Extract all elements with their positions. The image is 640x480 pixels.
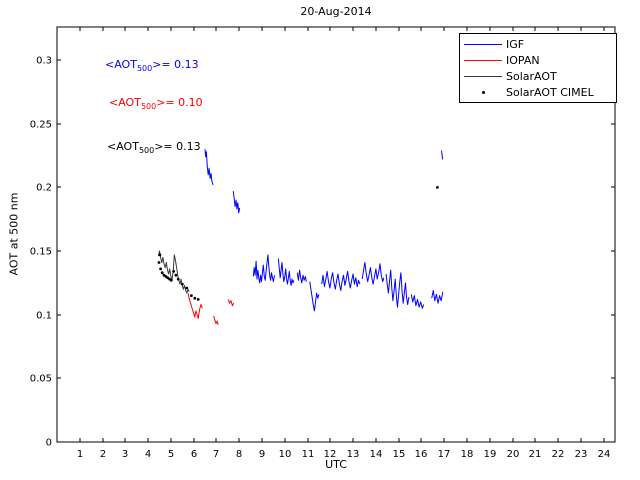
x-tick-label: 10 xyxy=(279,449,292,460)
x-tick-label: 16 xyxy=(415,449,428,460)
x-tick-label: 20 xyxy=(507,449,520,460)
y-tick-label: 0.15 xyxy=(30,247,52,258)
series-line-igf xyxy=(252,254,275,284)
x-tick-label: 2 xyxy=(100,449,106,460)
x-tick-label: 22 xyxy=(552,449,565,460)
annotation-subscript: 500 xyxy=(136,64,153,74)
annotation-igf-mean: <AOT500>= 0.13 xyxy=(105,57,199,77)
annotation-text: <AOT xyxy=(109,96,141,109)
legend: IGF IOPAN SolarAOT SolarAOT CIMEL xyxy=(459,33,617,103)
y-tick-label: 0.25 xyxy=(30,120,52,131)
series-line-igf xyxy=(321,270,361,291)
series-line-igf xyxy=(441,150,444,160)
series-line-iopan xyxy=(227,299,235,307)
cimel-dot-marker xyxy=(160,271,164,275)
annotation-text: <AOT xyxy=(107,140,139,153)
x-tick-label: 15 xyxy=(393,449,406,460)
y-axis-label: AOT at 500 nm xyxy=(7,192,21,276)
x-tick-label: 3 xyxy=(122,449,128,460)
dot-marker-icon xyxy=(481,90,485,94)
cimel-dot-marker xyxy=(158,253,162,257)
annotation-text: >= 0.13 xyxy=(154,140,201,153)
cimel-dot-marker xyxy=(169,278,173,282)
annotation-iopan-mean: <AOT500>= 0.10 xyxy=(109,95,203,115)
cimel-dot-marker xyxy=(185,286,189,290)
y-tick-label: 0.2 xyxy=(36,183,52,194)
line-sample-icon xyxy=(464,59,502,61)
x-tick-label: 21 xyxy=(529,449,542,460)
line-sample-icon xyxy=(464,43,502,45)
series-line-igf xyxy=(296,269,307,284)
legend-label: SolarAOT xyxy=(506,69,557,83)
cimel-dot-marker xyxy=(172,270,176,273)
plot-border xyxy=(56,26,616,443)
x-tick-label: 14 xyxy=(370,449,383,460)
x-tick-label: 1 xyxy=(77,449,83,460)
cimel-dot-marker xyxy=(193,296,197,300)
annotation-text: >= 0.13 xyxy=(152,58,199,71)
y-tick-label: 0.05 xyxy=(30,374,52,385)
x-tick-label: 4 xyxy=(145,449,151,460)
x-tick-label: 19 xyxy=(484,449,497,460)
cimel-dot-marker xyxy=(159,267,163,271)
series-line-igf xyxy=(385,269,410,308)
x-tick-label: 17 xyxy=(438,449,451,460)
annotation-subscript: 500 xyxy=(140,102,157,112)
legend-label: IOPAN xyxy=(506,53,540,67)
x-tick-label: 18 xyxy=(461,449,474,460)
series-line-igf xyxy=(309,281,320,312)
annotation-text: <AOT xyxy=(105,58,137,71)
annotation-solaraot-mean: <AOT500>= 0.13 xyxy=(107,139,201,159)
series-line-igf xyxy=(410,294,425,309)
cimel-dot-marker xyxy=(196,298,200,301)
series-line-solaraot xyxy=(157,250,190,294)
legend-swatch xyxy=(460,90,506,94)
series-line-igf xyxy=(277,258,295,286)
legend-swatch xyxy=(460,59,506,61)
legend-swatch xyxy=(460,75,506,77)
legend-item-solaraot-cimel: SolarAOT CIMEL xyxy=(460,84,616,100)
legend-item-solaraot: SolarAOT xyxy=(460,68,616,84)
cimel-dot-marker xyxy=(176,277,180,281)
legend-item-igf: IGF xyxy=(460,36,616,52)
chart-title: 20-Aug-2014 xyxy=(300,5,372,18)
series-line-igf xyxy=(361,262,385,285)
x-axis-label: UTC xyxy=(325,458,347,471)
y-tick-label: 0.3 xyxy=(36,56,52,67)
x-tick-label: 6 xyxy=(191,449,197,460)
cimel-dot-marker xyxy=(190,294,193,297)
x-tick-label: 23 xyxy=(575,449,588,460)
x-tick-label: 11 xyxy=(302,449,315,460)
x-tick-label: 7 xyxy=(213,449,219,460)
legend-label: SolarAOT CIMEL xyxy=(506,85,594,99)
x-tick-label: 24 xyxy=(598,449,611,460)
legend-label: IGF xyxy=(506,37,525,51)
series-line-igf xyxy=(232,191,241,214)
legend-swatch xyxy=(460,43,506,45)
y-tick-label: 0.1 xyxy=(36,311,52,322)
cimel-dot-marker xyxy=(174,273,178,277)
cimel-dot-marker xyxy=(157,261,161,264)
series-line-igf xyxy=(431,290,444,304)
x-tick-label: 13 xyxy=(347,449,360,460)
legend-item-iopan: IOPAN xyxy=(460,52,616,68)
x-tick-label: 12 xyxy=(324,449,337,460)
x-tick-label: 8 xyxy=(236,449,242,460)
annotation-text: >= 0.10 xyxy=(156,96,203,109)
annotation-subscript: 500 xyxy=(138,146,155,156)
x-tick-label: 9 xyxy=(259,449,265,460)
y-tick-label: 0 xyxy=(46,438,52,449)
series-line-iopan xyxy=(187,292,203,319)
line-sample-icon xyxy=(464,75,502,77)
x-tick-label: 5 xyxy=(168,449,174,460)
cimel-dot-marker xyxy=(436,186,439,189)
series-line-igf xyxy=(204,149,214,186)
series-line-iopan xyxy=(213,315,219,326)
cimel-dot-marker xyxy=(180,282,184,286)
